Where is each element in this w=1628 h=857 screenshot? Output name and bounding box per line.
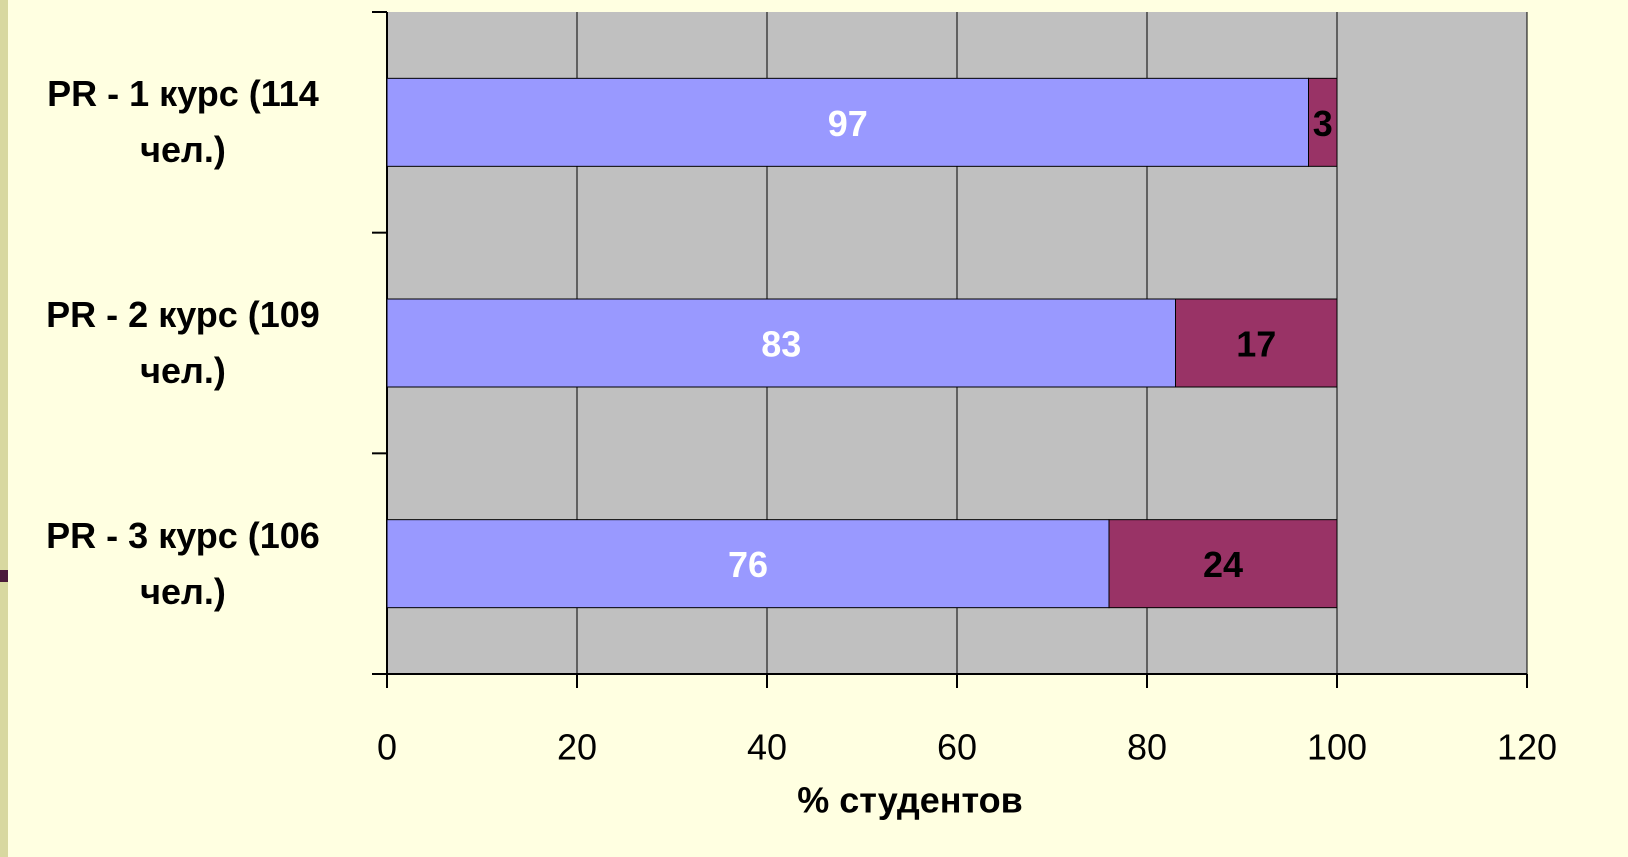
- x-tick-label: 100: [1307, 727, 1367, 768]
- bar-value-label: 3: [1313, 103, 1333, 144]
- y-tick-label: PR - 2 курс (109 чел.): [46, 294, 320, 391]
- x-tick-label: 60: [937, 727, 977, 768]
- bar-value-label: 76: [728, 544, 768, 585]
- side-mark: [0, 570, 8, 582]
- x-tick-label: 120: [1497, 727, 1557, 768]
- side-stripe: [0, 0, 8, 857]
- bar-segment: [1175, 298, 1338, 388]
- bar-value-label: 97: [828, 103, 868, 144]
- bar-value-label: 17: [1236, 324, 1276, 365]
- x-axis-label: % студентов: [797, 780, 1023, 821]
- y-tick-label: PR - 3 курс (106 чел.): [46, 514, 320, 612]
- bar-segment: [386, 519, 1110, 609]
- bar-segment: [386, 298, 1176, 388]
- bar-value-label: 24: [1203, 544, 1243, 585]
- x-tick-label: 20: [557, 727, 597, 768]
- x-tick-label: 40: [747, 727, 787, 768]
- bar-segment: [1308, 77, 1338, 167]
- bar-segment: [1108, 519, 1338, 609]
- x-tick-label: 0: [377, 727, 397, 768]
- bar-segment: [386, 77, 1309, 167]
- x-tick-label: 80: [1127, 727, 1167, 768]
- y-tick-label: PR - 1 курс (114 чел.): [47, 73, 319, 171]
- bar-value-label: 83: [761, 324, 801, 365]
